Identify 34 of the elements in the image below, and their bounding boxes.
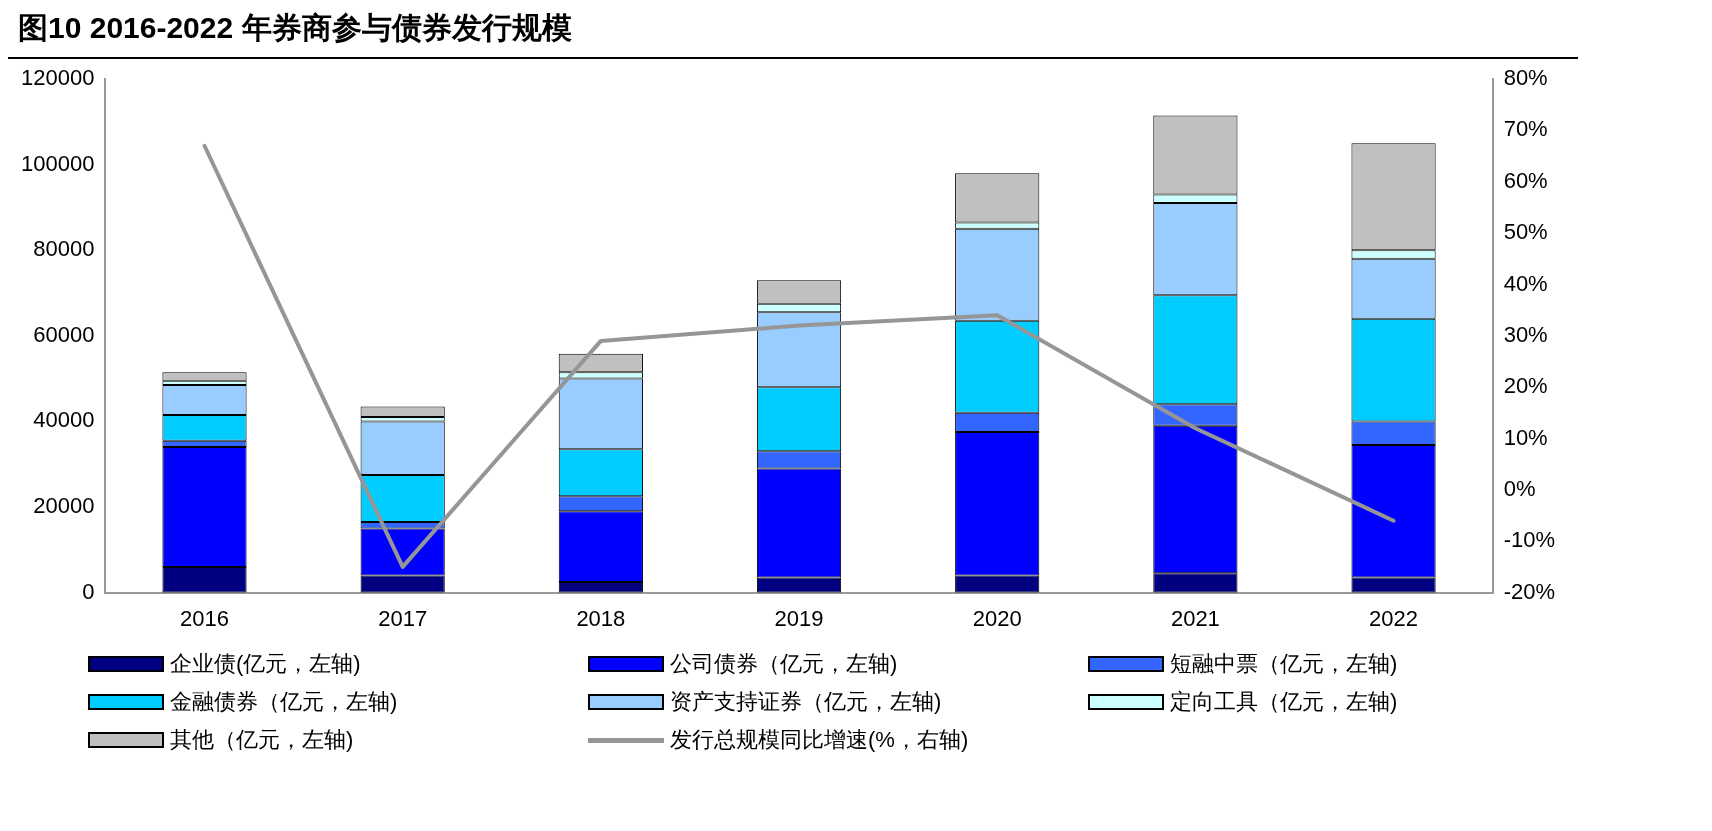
legend-label: 企业债(亿元，左轴) xyxy=(170,650,361,678)
legend-label: 发行总规模同比增速(%，右轴) xyxy=(670,726,969,754)
legend-label: 资产支持证券（亿元，左轴) xyxy=(670,688,942,716)
legend-label: 公司债券（亿元，左轴) xyxy=(670,650,898,678)
legend-label: 金融债券（亿元，左轴) xyxy=(170,688,398,716)
y-tick-label: 100000 xyxy=(20,150,95,176)
y2-tick-label: 20% xyxy=(1503,373,1548,399)
y-tick-label: 0 xyxy=(82,578,95,604)
y2-tick-label: 0% xyxy=(1503,475,1536,501)
y-tick-label: 20000 xyxy=(33,493,95,519)
y2-tick-label: 70% xyxy=(1503,116,1548,142)
y2-tick-label: 60% xyxy=(1503,167,1548,193)
y2-tick-label: 40% xyxy=(1503,270,1548,296)
y-tick-label: 60000 xyxy=(33,321,95,347)
y2-tick-label: -10% xyxy=(1503,527,1555,553)
y2-tick-label: -20% xyxy=(1503,578,1555,604)
x-tick-label: 2017 xyxy=(378,605,428,631)
legend-label: 其他（亿元，左轴) xyxy=(170,726,354,754)
x-tick-label: 2020 xyxy=(972,605,1022,631)
chart-title: 图10 2016-2022 年券商参与债券发行规模 xyxy=(8,8,1578,59)
y2-tick-label: 30% xyxy=(1503,321,1548,347)
y-tick-label: 120000 xyxy=(20,65,95,91)
x-tick-label: 2021 xyxy=(1170,605,1220,631)
y2-tick-label: 50% xyxy=(1503,219,1548,245)
legend-label: 定向工具（亿元，左轴) xyxy=(1170,688,1398,716)
y-tick-label: 40000 xyxy=(33,407,95,433)
x-tick-label: 2022 xyxy=(1369,605,1419,631)
y-tick-label: 80000 xyxy=(33,236,95,262)
legend-label: 短融中票（亿元，左轴) xyxy=(1170,650,1398,678)
x-tick-label: 2016 xyxy=(180,605,229,631)
y2-tick-label: 80% xyxy=(1503,65,1548,91)
x-tick-label: 2018 xyxy=(576,605,626,631)
x-tick-label: 2019 xyxy=(774,605,824,631)
y2-tick-label: 10% xyxy=(1503,424,1548,450)
